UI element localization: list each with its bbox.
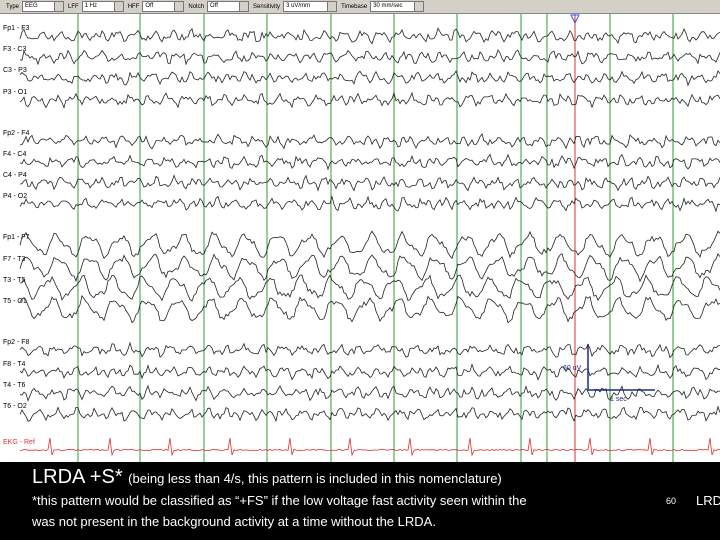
field-label: Type xyxy=(6,3,20,10)
slide-number: 60 xyxy=(666,496,677,506)
field-select[interactable]: 1 Hz xyxy=(81,1,124,12)
toolbar: Type EEG LFF 1 Hz HFF Off Notch Off Sensitivity 3… xyxy=(0,0,720,14)
field-select[interactable]: Off xyxy=(142,1,185,12)
channel-label: Fp2 - F4 xyxy=(3,130,30,137)
channel-label: T5 - O1 xyxy=(3,298,27,305)
toolbar-field: Sensitivity 3 uV/mm xyxy=(253,1,338,12)
calibration-bar xyxy=(587,344,655,391)
channel-label: F4 - C4 xyxy=(3,151,26,158)
eeg-trace xyxy=(19,294,720,324)
channel-label: T4 - T6 xyxy=(3,382,26,389)
eeg-display: Fp1 - F3 F3 - C3 C3 - P3 P3 - O1 Fp2 - F4 F4 … xyxy=(0,14,720,462)
eeg-trace xyxy=(19,384,720,402)
toolbar-field: HFF Off xyxy=(128,1,185,12)
eeg-trace xyxy=(19,341,720,359)
calibration-time: 1 sec xyxy=(610,396,627,403)
channel-label: P3 - O1 xyxy=(3,89,27,96)
toolbar-field: Type EEG xyxy=(6,1,65,12)
field-label: LFF xyxy=(68,3,79,10)
field-label: Timebase xyxy=(341,3,368,10)
cursor-handle xyxy=(570,14,580,25)
field-label: HFF xyxy=(127,3,140,10)
field-select[interactable]: 3 uV/mm xyxy=(283,1,338,12)
eeg-trace xyxy=(19,274,720,302)
toolbar-field: Timebase 30 mm/sec xyxy=(341,1,425,12)
eeg-trace xyxy=(19,49,720,66)
channel-label: F7 - T3 xyxy=(3,256,26,263)
eeg-trace xyxy=(19,230,720,260)
field-select[interactable]: 30 mm/sec xyxy=(370,1,425,12)
eeg-trace xyxy=(19,133,720,150)
channel-label: Fp1 - F7 xyxy=(3,234,30,241)
channel-label: F3 - C3 xyxy=(3,46,26,53)
title: LRDA +S* xyxy=(32,466,123,488)
field-select[interactable]: Off xyxy=(207,1,250,12)
caption-overflow: LRD xyxy=(696,493,720,508)
caption-title: LRDA +S* (being less than 4/s, this patt… xyxy=(32,466,502,489)
eeg-trace xyxy=(19,405,720,423)
eeg-trace xyxy=(19,253,720,283)
title-note: (being less than 4/s, this pattern is in… xyxy=(128,471,502,486)
channel-label: T3 - T5 xyxy=(3,277,26,284)
eeg-trace xyxy=(19,174,720,192)
eeg-trace xyxy=(19,363,720,381)
channel-label: T6 - O2 xyxy=(3,403,27,410)
channel-label: C3 - P3 xyxy=(3,67,27,74)
channel-label: Fp1 - F3 xyxy=(3,25,30,32)
eeg-trace xyxy=(19,153,720,171)
toolbar-field: LFF 1 Hz xyxy=(68,1,124,12)
caption-line: *this pattern would be classified as “+F… xyxy=(32,493,527,508)
field-select[interactable]: EEG xyxy=(22,1,65,12)
channel-label: EKG - Ref xyxy=(3,439,35,446)
caption-line: was not present in the background activi… xyxy=(32,514,436,529)
field-label: Sensitivity xyxy=(253,3,281,10)
channel-label: C4 - P4 xyxy=(3,172,27,179)
toolbar-field: Notch Off xyxy=(188,1,250,12)
ekg-trace xyxy=(20,437,720,457)
channel-label: P4 - O2 xyxy=(3,193,27,200)
caption: LRDA +S* (being less than 4/s, this patt… xyxy=(0,462,720,540)
eeg-trace xyxy=(19,27,720,45)
field-label: Notch xyxy=(188,3,205,10)
eeg-trace xyxy=(19,91,720,109)
eeg-trace xyxy=(19,70,720,87)
calibration-amplitude: 60 uV xyxy=(563,365,582,372)
channel-label: F8 - T4 xyxy=(3,361,26,368)
channel-label: Fp2 - F8 xyxy=(3,339,30,346)
eeg-trace xyxy=(19,195,720,213)
